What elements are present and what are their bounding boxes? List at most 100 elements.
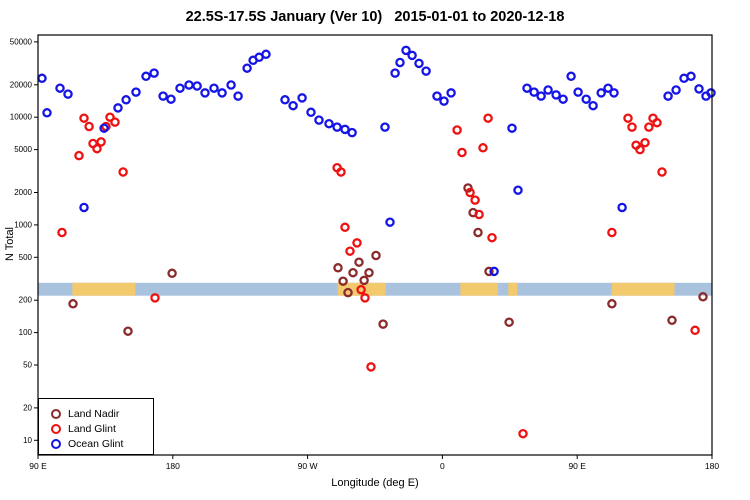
point-ocean-glint [149, 68, 159, 78]
point-ocean-glint [588, 100, 598, 111]
point-ocean-glint [694, 84, 704, 94]
x-tick-label: 180 [705, 461, 719, 471]
point-ocean-glint [395, 57, 405, 68]
legend: Land Nadir Land Glint Ocean Glint [38, 398, 154, 455]
point-land-glint [457, 147, 467, 158]
x-tick-label: 90 W [298, 461, 318, 471]
point-land-glint [474, 209, 484, 220]
point-ocean-glint [446, 88, 456, 98]
point-land-nadir [338, 276, 348, 286]
point-land-nadir [333, 263, 343, 273]
y-tick-label: 500 [19, 253, 33, 262]
point-land-glint [92, 143, 102, 154]
point-land-glint [79, 113, 89, 123]
y-tick-label: 200 [19, 296, 33, 305]
point-ocean-glint [558, 94, 568, 104]
y-tick-label: 20000 [10, 80, 33, 89]
point-ocean-glint [99, 123, 109, 133]
point-ocean-glint [596, 88, 606, 98]
point-ocean-glint [131, 87, 141, 97]
point-ocean-glint [421, 66, 431, 76]
point-ocean-glint [200, 88, 210, 98]
point-land-nadir [698, 292, 708, 302]
legend-marker-land-glint-icon [51, 423, 61, 434]
plot-border [37, 34, 713, 456]
point-ocean-glint [401, 45, 411, 56]
point-land-glint [640, 137, 650, 148]
legend-marker-land-nadir-icon [51, 408, 61, 419]
point-ocean-glint [175, 83, 185, 93]
point-land-glint [483, 113, 493, 123]
point-land-glint [105, 112, 115, 122]
y-tick-label: 20 [23, 403, 32, 412]
point-land-glint [487, 232, 497, 243]
point-ocean-glint [407, 50, 417, 61]
point-ocean-glint [217, 88, 227, 98]
land-band-segment [508, 282, 518, 296]
x-axis-label: Longitude (deg E) [331, 477, 419, 489]
y-tick-label: 50 [23, 361, 32, 370]
point-ocean-glint [42, 108, 52, 118]
point-ocean-glint [55, 83, 65, 93]
point-land-glint [690, 325, 700, 336]
point-ocean-glint [566, 71, 576, 82]
point-ocean-glint [332, 122, 342, 132]
legend-label-ocean-glint: Ocean Glint [68, 437, 124, 450]
point-ocean-glint [522, 83, 532, 93]
point-ocean-glint [63, 89, 73, 99]
point-land-glint [657, 167, 667, 177]
legend-marker-ocean-glint-icon [51, 438, 61, 449]
x-tick-label: 90 E [568, 461, 586, 471]
land-band-segment [337, 282, 386, 296]
point-ocean-glint [686, 71, 696, 82]
point-land-glint [356, 284, 366, 295]
point-ocean-glint [288, 100, 298, 111]
y-tick-label: 10000 [10, 113, 33, 122]
point-land-glint [345, 246, 355, 256]
point-land-glint [74, 150, 84, 161]
point-ocean-glint [551, 90, 561, 100]
point-ocean-glint [158, 91, 168, 101]
point-land-glint [96, 137, 106, 147]
y-tick-label: 5000 [14, 145, 32, 154]
point-land-glint [336, 167, 346, 177]
point-land-glint [360, 293, 370, 303]
point-ocean-glint [536, 91, 546, 101]
point-ocean-glint [192, 81, 202, 91]
point-ocean-glint [209, 83, 219, 93]
point-land-glint [470, 195, 480, 205]
point-land-nadir [359, 275, 369, 286]
point-ocean-glint [489, 266, 499, 277]
land-band-segment [460, 282, 498, 296]
point-land-glint [518, 428, 528, 439]
point-land-nadir [371, 250, 381, 261]
point-land-glint [352, 238, 362, 248]
point-ocean-glint [385, 217, 395, 227]
point-land-nadir [364, 267, 374, 278]
point-ocean-glint [233, 91, 243, 101]
point-land-glint [607, 227, 617, 238]
y-tick-label: 10 [23, 436, 32, 445]
point-ocean-glint [543, 85, 553, 95]
point-land-nadir [504, 317, 514, 327]
point-ocean-glint [242, 63, 252, 73]
point-land-nadir [667, 315, 677, 326]
point-ocean-glint [347, 127, 357, 138]
point-ocean-glint [663, 91, 673, 101]
point-land-nadir [167, 268, 177, 279]
point-ocean-glint [79, 202, 89, 213]
point-ocean-glint [141, 71, 151, 82]
point-ocean-glint [414, 58, 424, 69]
point-land-glint [623, 113, 633, 123]
point-land-glint [84, 121, 94, 132]
point-land-glint [340, 222, 350, 233]
point-ocean-glint [280, 95, 290, 105]
point-ocean-glint [261, 49, 271, 60]
land-band-segment [611, 282, 675, 296]
point-land-nadir [378, 319, 388, 329]
point-land-nadir [484, 266, 494, 277]
point-ocean-glint [439, 96, 449, 106]
point-ocean-glint [37, 73, 47, 84]
point-ocean-glint [390, 68, 400, 78]
